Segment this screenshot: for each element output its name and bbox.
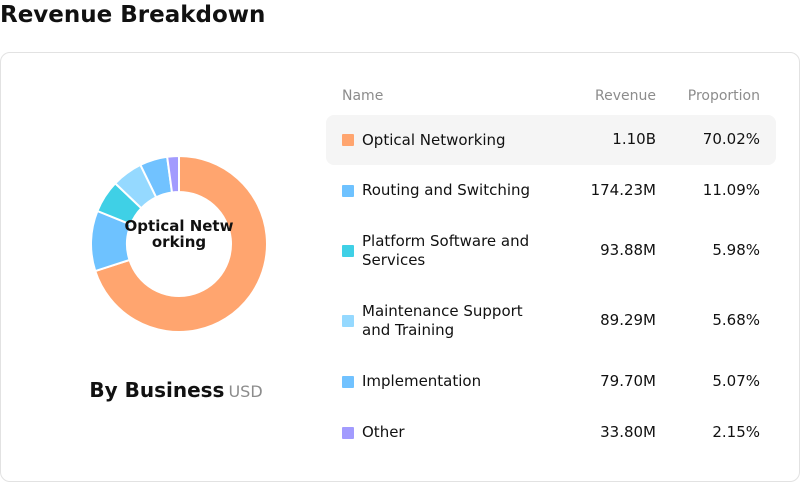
table-row[interactable]: Implementation 79.70M 5.07% (326, 356, 776, 407)
table-row[interactable]: Routing and Switching 174.23M 11.09% (326, 165, 776, 216)
row-proportion: 5.68% (712, 311, 760, 329)
donut-svg (91, 156, 267, 332)
legend-swatch (342, 184, 354, 197)
row-proportion: 5.98% (712, 241, 760, 259)
row-revenue: 79.70M (600, 371, 656, 390)
legend-swatch (342, 375, 354, 388)
legend-swatch (342, 315, 354, 327)
header-name: Name (342, 88, 384, 104)
row-proportion: 70.02% (702, 130, 760, 148)
row-name: Maintenance Support and Training (362, 302, 523, 339)
row-name: Implementation (362, 372, 482, 390)
row-revenue: 1.10B (612, 130, 656, 148)
table-header: Name Revenue Proportion (326, 83, 776, 115)
row-name: Platform Software and Services (362, 232, 530, 269)
subtitle-text: By Business (89, 378, 225, 402)
row-revenue: 89.29M (600, 311, 656, 329)
table-row[interactable]: Maintenance Support and Training 89.29M 5.… (326, 286, 776, 356)
header-revenue: Revenue (595, 88, 656, 104)
page-title: Revenue Breakdown (0, 2, 266, 28)
row-name: Optical Networking (362, 130, 506, 149)
chart-subtitle: By Business USD (1, 378, 351, 402)
row-revenue: 174.23M (590, 180, 656, 199)
donut-chart: Optical Networking (91, 156, 267, 332)
currency-unit: USD (228, 382, 263, 401)
table-row[interactable]: Optical Networking 1.10B 70.02% (326, 115, 776, 165)
donut-center-label: Optical Networking (124, 217, 234, 251)
row-proportion: 2.15% (712, 422, 760, 441)
legend-swatch (342, 245, 354, 257)
legend-swatch (342, 426, 354, 439)
legend-swatch (342, 134, 354, 146)
row-revenue: 93.88M (600, 241, 656, 259)
header-proportion: Proportion (687, 88, 760, 104)
breakdown-table: Name Revenue Proportion Optical Networki… (326, 83, 776, 458)
row-name: Other (362, 423, 405, 441)
revenue-card: Optical Networking By Business USD Name R… (0, 52, 800, 482)
row-revenue: 33.80M (600, 422, 656, 441)
row-name: Routing and Switching (362, 181, 531, 199)
table-row[interactable]: Platform Software and Services 93.88M 5.98… (326, 216, 776, 286)
row-proportion: 11.09% (702, 180, 760, 199)
donut-slice[interactable] (93, 156, 267, 332)
donut-slice[interactable] (166, 156, 180, 194)
table-body: Optical Networking 1.10B 70.02% Routing and… (326, 115, 776, 458)
row-proportion: 5.07% (712, 371, 760, 390)
table-row[interactable]: Other 33.80M 2.15% (326, 407, 776, 458)
